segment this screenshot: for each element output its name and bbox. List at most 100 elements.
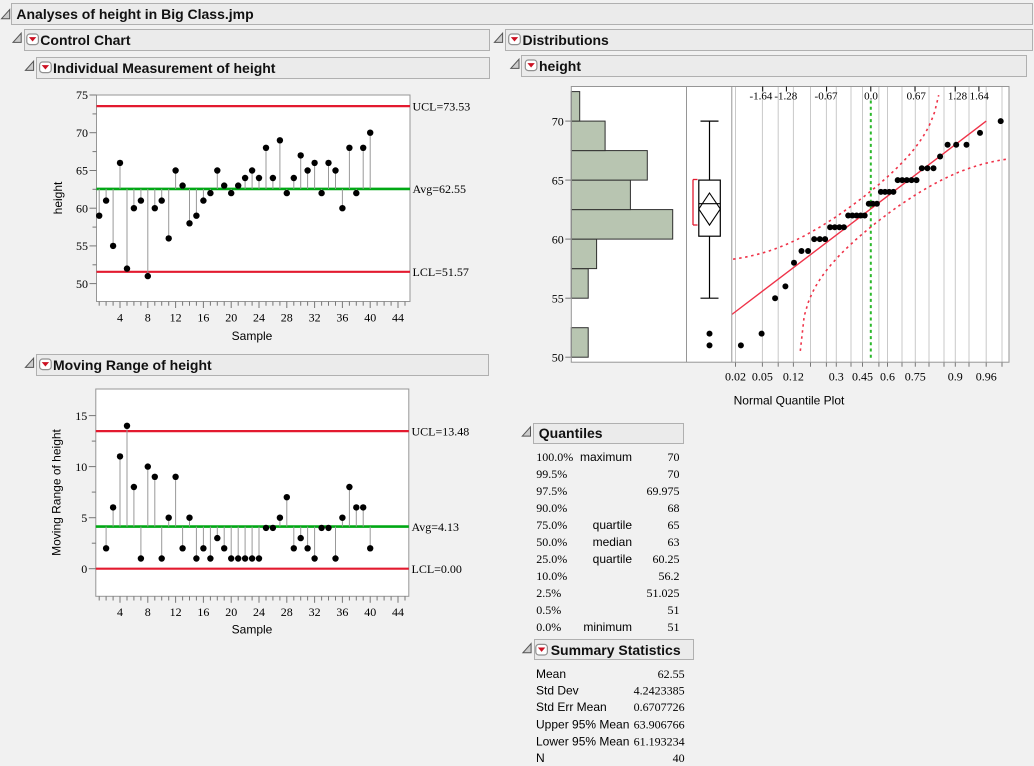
svg-text:60: 60 — [552, 232, 564, 246]
svg-text:75.0%: 75.0% — [536, 518, 567, 532]
svg-text:32: 32 — [309, 605, 321, 619]
svg-text:0.45: 0.45 — [852, 370, 873, 384]
svg-text:55: 55 — [76, 239, 88, 253]
svg-text:LCL=0.00: LCL=0.00 — [412, 562, 462, 576]
svg-text:Std Err Mean: Std Err Mean — [536, 700, 607, 714]
svg-text:0.3: 0.3 — [829, 370, 844, 384]
svg-text:8: 8 — [145, 311, 151, 325]
svg-text:4: 4 — [117, 311, 123, 325]
svg-text:62.55: 62.55 — [658, 667, 685, 681]
svg-text:55: 55 — [552, 291, 564, 305]
svg-text:0.6707726: 0.6707726 — [634, 700, 685, 714]
svg-text:Avg=4.13: Avg=4.13 — [412, 520, 460, 534]
svg-text:36: 36 — [336, 605, 348, 619]
svg-text:65: 65 — [668, 518, 680, 532]
svg-text:0.96: 0.96 — [976, 370, 997, 384]
svg-text:LCL=51.57: LCL=51.57 — [413, 265, 469, 279]
svg-text:44: 44 — [392, 311, 404, 325]
svg-text:Sample: Sample — [232, 329, 273, 343]
svg-text:maximum: maximum — [580, 450, 632, 464]
svg-text:61.193234: 61.193234 — [634, 734, 685, 748]
svg-text:70: 70 — [668, 467, 680, 481]
svg-text:99.5%: 99.5% — [536, 467, 567, 481]
svg-text:0.75: 0.75 — [905, 370, 926, 384]
svg-text:44: 44 — [392, 605, 404, 619]
svg-text:90.0%: 90.0% — [536, 501, 567, 515]
svg-text:Sample: Sample — [232, 623, 273, 637]
svg-text:2.5%: 2.5% — [536, 586, 561, 600]
svg-text:quartile: quartile — [593, 518, 633, 532]
svg-text:Std Dev: Std Dev — [536, 684, 579, 698]
svg-text:12: 12 — [170, 605, 182, 619]
svg-text:minimum: minimum — [583, 620, 632, 634]
svg-text:quartile: quartile — [593, 552, 633, 566]
svg-text:0.0%: 0.0% — [536, 620, 561, 634]
svg-text:5: 5 — [81, 511, 87, 525]
svg-text:70: 70 — [668, 450, 680, 464]
svg-text:0.05: 0.05 — [752, 370, 773, 384]
svg-text:0.6: 0.6 — [880, 370, 895, 384]
svg-text:20: 20 — [225, 311, 237, 325]
svg-text:60.25: 60.25 — [653, 552, 680, 566]
svg-text:20: 20 — [225, 605, 237, 619]
svg-text:65: 65 — [552, 173, 564, 187]
svg-text:70: 70 — [552, 114, 564, 128]
svg-text:0.67: 0.67 — [907, 91, 927, 103]
svg-text:0: 0 — [81, 562, 87, 576]
svg-text:68: 68 — [668, 501, 680, 515]
svg-text:65: 65 — [76, 164, 88, 178]
svg-text:-1.28: -1.28 — [774, 91, 797, 103]
svg-text:Normal Quantile Plot: Normal Quantile Plot — [734, 394, 845, 408]
svg-text:1.28: 1.28 — [948, 91, 968, 103]
svg-text:51: 51 — [668, 620, 680, 634]
svg-text:51.025: 51.025 — [647, 586, 680, 600]
svg-text:Lower 95% Mean: Lower 95% Mean — [536, 734, 629, 748]
svg-text:10: 10 — [75, 460, 87, 474]
svg-text:4: 4 — [117, 605, 123, 619]
svg-text:Upper 95% Mean: Upper 95% Mean — [536, 717, 629, 731]
svg-text:24: 24 — [253, 605, 265, 619]
svg-text:16: 16 — [197, 605, 209, 619]
svg-text:75: 75 — [76, 88, 88, 102]
svg-text:70: 70 — [76, 126, 88, 140]
svg-text:97.5%: 97.5% — [536, 484, 567, 498]
svg-text:4.2423385: 4.2423385 — [634, 684, 685, 698]
svg-text:40: 40 — [364, 311, 376, 325]
svg-text:UCL=73.53: UCL=73.53 — [413, 99, 471, 113]
svg-text:69.975: 69.975 — [647, 484, 680, 498]
svg-text:0.02: 0.02 — [725, 370, 746, 384]
svg-text:12: 12 — [170, 311, 182, 325]
svg-text:Avg=62.55: Avg=62.55 — [413, 182, 467, 196]
svg-text:28: 28 — [281, 605, 293, 619]
svg-text:63.906766: 63.906766 — [634, 717, 685, 731]
svg-text:N: N — [536, 751, 545, 765]
svg-text:1.64: 1.64 — [970, 91, 990, 103]
svg-text:24: 24 — [253, 311, 265, 325]
svg-text:0.0: 0.0 — [864, 91, 878, 103]
svg-text:28: 28 — [281, 311, 293, 325]
svg-text:0.5%: 0.5% — [536, 603, 561, 617]
svg-text:25.0%: 25.0% — [536, 552, 567, 566]
svg-text:median: median — [593, 535, 632, 549]
svg-text:50.0%: 50.0% — [536, 535, 567, 549]
svg-text:-1.64: -1.64 — [749, 91, 772, 103]
svg-text:60: 60 — [76, 201, 88, 215]
svg-text:10.0%: 10.0% — [536, 569, 567, 583]
svg-text:15: 15 — [75, 409, 87, 423]
svg-text:40: 40 — [673, 751, 685, 765]
svg-text:36: 36 — [336, 311, 348, 325]
svg-text:40: 40 — [364, 605, 376, 619]
svg-text:50: 50 — [76, 277, 88, 291]
svg-text:51: 51 — [668, 603, 680, 617]
svg-text:100.0%: 100.0% — [536, 450, 573, 464]
svg-text:63: 63 — [668, 535, 680, 549]
svg-text:-0.67: -0.67 — [815, 91, 838, 103]
svg-text:32: 32 — [309, 311, 321, 325]
svg-text:0.9: 0.9 — [948, 370, 963, 384]
svg-text:50: 50 — [552, 350, 564, 364]
svg-text:Mean: Mean — [536, 667, 566, 681]
svg-text:height: height — [51, 181, 65, 214]
svg-text:UCL=13.48: UCL=13.48 — [412, 424, 470, 438]
svg-text:8: 8 — [145, 605, 151, 619]
svg-text:56.2: 56.2 — [659, 569, 680, 583]
